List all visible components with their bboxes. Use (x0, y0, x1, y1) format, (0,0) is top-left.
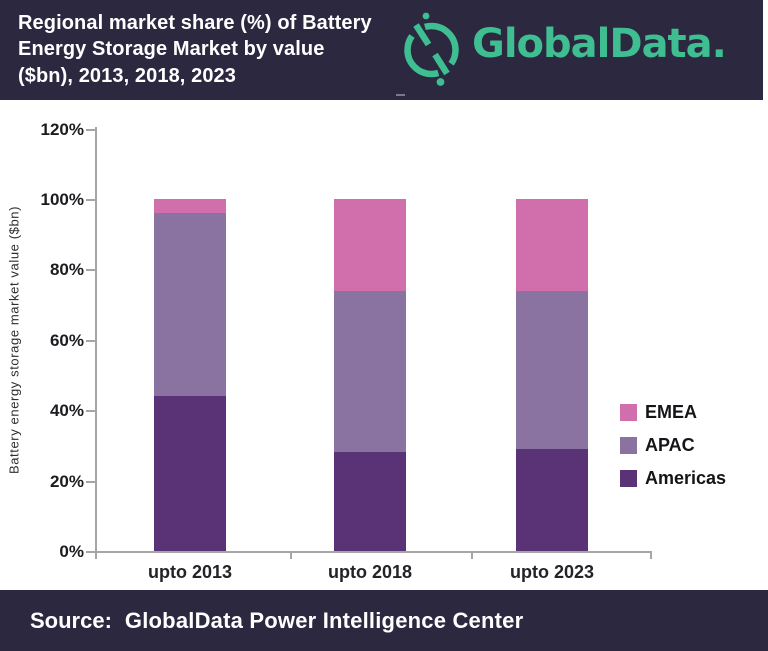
legend-swatch-apac (620, 436, 637, 454)
page-title: Regional market share (%) of Battery Ene… (18, 12, 372, 87)
legend-item-apac: APAC (620, 436, 726, 454)
header: Regional market share (%) of Battery Ene… (0, 0, 763, 100)
source-bar: Source: GlobalData Power Intelligence Ce… (0, 590, 768, 651)
y-tick-mark (86, 410, 95, 413)
source-label: Source: (30, 607, 112, 633)
bar-segment-apac (334, 290, 406, 453)
chart-area: Battery energy storage market value ($bn… (0, 100, 768, 590)
legend-swatch-emea (620, 403, 637, 421)
y-tick-label: 20% (49, 471, 84, 491)
legend-label: Americas (645, 468, 727, 488)
bar-segment-apac (516, 290, 588, 449)
x-tick-mark (290, 551, 292, 559)
y-tick-label: 80% (49, 260, 84, 280)
bar-segment-americas (334, 452, 406, 551)
bar-segment-emea (334, 199, 406, 291)
bar-segment-emea (154, 199, 226, 214)
y-tick-mark (86, 199, 95, 201)
bar-upto-2023 (516, 199, 588, 551)
y-tick-mark (86, 551, 95, 553)
x-axis-label: upto 2013 (147, 562, 233, 582)
y-axis-line (95, 127, 97, 559)
x-axis-line (95, 551, 652, 553)
legend-swatch-americas (620, 469, 637, 487)
x-tick-mark (470, 551, 473, 559)
legend-label: EMEA (645, 402, 698, 422)
legend-item-emea: EMEA (620, 403, 726, 421)
x-tick-mark (650, 551, 652, 559)
bar-upto-2013 (154, 199, 226, 551)
y-tick-label: 100% (40, 190, 84, 209)
x-axis-label: upto 2018 (327, 562, 413, 582)
dash-mark (396, 94, 405, 96)
bar-segment-americas (516, 448, 588, 551)
brand: GlobalData. (402, 12, 727, 90)
source-text: GlobalData Power Intelligence Center (124, 607, 524, 633)
y-tick-label: 120% (40, 119, 84, 139)
brand-wordmark: GlobalData. (472, 21, 727, 67)
legend-item-americas: Americas (620, 469, 726, 487)
bar-segment-apac (154, 213, 226, 397)
y-tick-mark (86, 480, 95, 483)
legend: EMEA APAC Americas (620, 403, 726, 502)
y-tick-mark (86, 269, 95, 272)
bar-upto-2018 (334, 199, 406, 551)
y-tick-label: 60% (49, 330, 84, 350)
bar-segment-americas (154, 396, 226, 551)
bar-segment-emea (516, 199, 588, 291)
y-tick-mark (86, 339, 95, 342)
x-axis-label: upto 2023 (509, 562, 595, 582)
y-tick-label: 0% (59, 542, 84, 561)
legend-label: APAC (645, 435, 695, 455)
y-tick-label: 40% (49, 401, 84, 421)
y-tick-mark (86, 128, 95, 131)
globaldata-logo-icon (404, 12, 459, 86)
